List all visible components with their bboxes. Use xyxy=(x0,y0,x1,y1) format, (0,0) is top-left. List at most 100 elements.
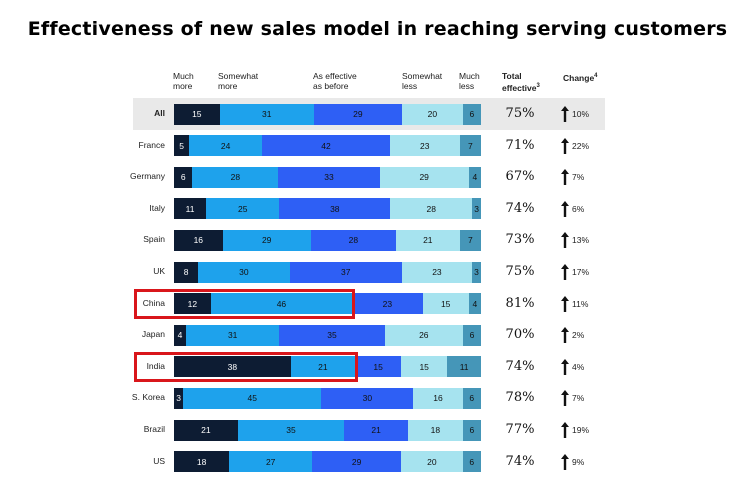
bar-segment: 6 xyxy=(174,166,193,188)
bar-segment: 18 xyxy=(408,419,463,441)
bar-segment: 6 xyxy=(462,103,481,125)
up-arrow-icon xyxy=(561,295,569,312)
up-arrow-icon xyxy=(561,453,569,470)
bar-segment: 12 xyxy=(174,293,211,315)
bar-segment: 15 xyxy=(401,356,448,378)
bar-segment: 21 xyxy=(174,419,238,441)
change-value: 9% xyxy=(572,456,585,467)
category-label: Spain xyxy=(143,234,165,245)
category-label: Germany xyxy=(130,171,165,182)
bar-segment: 37 xyxy=(289,261,402,283)
bar-segment: 26 xyxy=(384,324,463,346)
total-effective-value: 81% xyxy=(505,295,535,311)
bar-segment: 33 xyxy=(278,166,380,188)
change-value: 7% xyxy=(572,393,585,404)
bar-segment: 15 xyxy=(355,356,402,378)
total-effective-value: 74% xyxy=(505,453,535,469)
category-label: All xyxy=(154,108,165,118)
change-value: 4% xyxy=(572,361,585,372)
category-label: US xyxy=(153,455,165,466)
total-effective-value: 73% xyxy=(505,232,535,248)
bar-segment: 6 xyxy=(462,324,481,346)
change-value: 10% xyxy=(572,109,590,119)
bar-segment: 24 xyxy=(189,135,263,157)
up-arrow-icon xyxy=(561,327,569,344)
bar-segment: 42 xyxy=(262,135,390,157)
bar-segment: 46 xyxy=(210,293,353,315)
change-value: 22% xyxy=(572,140,590,151)
bar-segment: 8 xyxy=(174,261,199,283)
bar-segment: 23 xyxy=(352,293,423,315)
bar-segment: 6 xyxy=(462,419,481,441)
change-value: 17% xyxy=(572,267,590,277)
bar-segment: 38 xyxy=(279,198,391,220)
bar-segment: 20 xyxy=(401,103,463,125)
highlight-box xyxy=(134,288,356,319)
bar-segment: 11 xyxy=(174,198,207,220)
bar-segment: 18 xyxy=(174,451,230,473)
bar-segment: 7 xyxy=(459,229,481,251)
category-label: Italy xyxy=(149,202,165,213)
category-label: S. Korea xyxy=(131,392,165,403)
change-value: 6% xyxy=(572,203,585,214)
change-value: 7% xyxy=(572,172,585,183)
up-arrow-icon xyxy=(561,137,569,154)
bar-segment: 35 xyxy=(237,419,345,441)
total-effective-value: 77% xyxy=(505,422,535,437)
bar-segment: 38 xyxy=(174,356,291,378)
column-header-change: Change4 xyxy=(563,72,598,83)
bar-segment: 16 xyxy=(413,387,463,409)
highlight-box xyxy=(134,351,359,382)
up-arrow-icon xyxy=(561,106,569,122)
category-label: India xyxy=(146,360,165,371)
column-header-much-more: Much more xyxy=(173,71,194,91)
total-effective-value: 75% xyxy=(505,106,535,121)
bar-segment: 45 xyxy=(183,387,322,409)
total-effective-value: 75% xyxy=(505,264,535,279)
bar-segment: 3 xyxy=(471,261,481,283)
up-arrow-icon xyxy=(561,358,569,375)
bar-segment: 29 xyxy=(222,229,311,251)
bar-segment: 3 xyxy=(174,387,184,409)
bar-segment: 23 xyxy=(389,135,460,157)
total-effective-value: 67% xyxy=(505,169,535,185)
bar-segment: 28 xyxy=(390,198,473,220)
bar-segment: 29 xyxy=(312,451,402,473)
bar-segment: 29 xyxy=(379,166,469,188)
bar-segment: 23 xyxy=(401,261,472,283)
bar-segment: 30 xyxy=(321,387,414,409)
up-arrow-icon xyxy=(561,422,569,438)
up-arrow-icon xyxy=(561,169,569,186)
bar-segment: 35 xyxy=(279,324,385,346)
column-header-somewhat-less: Somewhat less xyxy=(402,71,443,91)
total-effective-value: 78% xyxy=(505,390,535,406)
bar-segment: 15 xyxy=(174,103,220,125)
column-header-somewhat-more: Somewhat more xyxy=(218,71,259,91)
bar-segment: 29 xyxy=(313,103,402,125)
category-label: UK xyxy=(153,266,165,276)
bar-segment: 31 xyxy=(186,324,280,346)
up-arrow-icon xyxy=(561,264,569,280)
bar-segment: 4 xyxy=(174,324,187,346)
bar-segment: 6 xyxy=(462,387,481,409)
bar-segment: 25 xyxy=(206,198,280,220)
up-arrow-icon xyxy=(561,200,569,217)
column-header-as-effective-as-before: As effective as before xyxy=(313,71,357,91)
bar-segment: 5 xyxy=(174,135,190,157)
category-label: France xyxy=(138,139,165,150)
total-effective-value: 74% xyxy=(505,200,535,216)
bar-segment: 28 xyxy=(310,229,396,251)
bar-segment: 11 xyxy=(447,356,481,378)
total-effective-value: 74% xyxy=(505,358,535,374)
change-value: 2% xyxy=(572,330,585,341)
up-arrow-icon xyxy=(561,390,569,407)
category-label: Japan xyxy=(141,329,165,340)
column-header-much-less: Much less xyxy=(459,71,480,91)
change-value: 13% xyxy=(572,235,590,246)
total-effective-value: 71% xyxy=(505,137,535,153)
bar-segment: 4 xyxy=(468,293,481,315)
bar-segment: 31 xyxy=(219,103,314,125)
bar-segment: 27 xyxy=(229,451,313,473)
chart-title: Effectiveness of new sales model in reac… xyxy=(27,18,728,40)
bar-segment: 6 xyxy=(462,451,481,473)
